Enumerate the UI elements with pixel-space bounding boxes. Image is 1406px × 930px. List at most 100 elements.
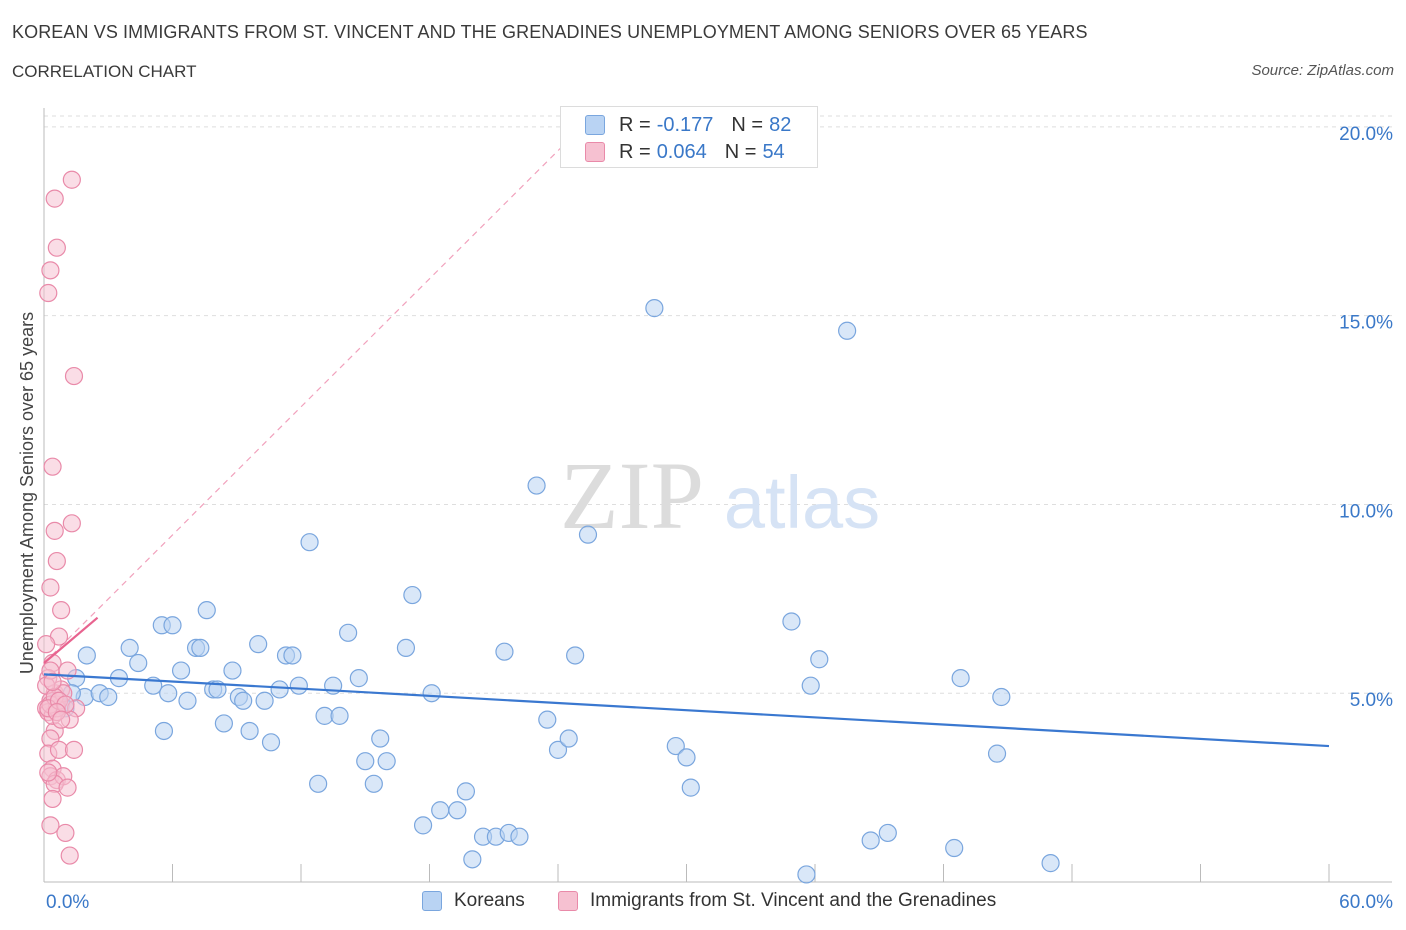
legend-row-koreans: R = -0.177 N = 82 [585,113,791,137]
korean-point [356,752,375,771]
korean-point [163,616,182,635]
korean-point [159,684,178,703]
x-tick-label-min: 0.0% [46,892,89,913]
y-tick-label: 20.0% [1339,124,1393,145]
y-tick-label: 15.0% [1339,313,1393,334]
korean-point [154,721,174,741]
axis-labels: 5.0% 10.0% 15.0% 20.0% 0.0% 60.0% [46,124,1393,913]
chart-title: KOREAN VS IMMIGRANTS FROM ST. VINCENT AN… [12,22,1088,42]
korean-point [861,831,880,850]
immigrant-point [47,238,66,257]
immigrants-legend-label: Immigrants from St. Vincent and the Gren… [590,890,997,911]
immigrant-point [45,189,64,208]
korean-point [797,865,816,884]
korean-point [527,476,546,495]
korean-point [171,661,191,680]
korean-point [120,638,139,658]
source-credit: Source: ZipAtlas.com [1251,62,1394,79]
korean-point [129,653,148,673]
n-value: 82 [769,113,792,136]
korean-point [987,744,1007,763]
immigrant-trend-line [43,616,99,664]
korean-point [240,721,259,741]
immigrant-point [43,789,62,809]
immigrant-point [39,283,58,303]
immigrant-point [64,366,84,386]
korean-point [578,525,598,544]
korean-point [548,740,568,759]
immigrant-point [58,778,77,797]
immigrant-point [39,763,58,782]
korean-point [431,801,450,820]
korean-point [300,533,319,552]
korean-point [364,774,383,793]
immigrant-point [52,601,71,620]
immigrant-point [56,823,75,843]
grid-lines [44,115,1392,694]
immigrant-point [43,457,62,476]
x-tick-label-max: 60.0% [1339,892,1393,913]
korean-point [992,687,1011,707]
immigrant-point [62,170,81,189]
immigrant-point [60,846,79,865]
r-label: R = [619,140,651,163]
korean-point [377,752,396,771]
korean-point [339,623,358,642]
korean-point [838,321,857,340]
immigrant-point [64,740,84,759]
immigrant-point [43,672,62,691]
y-tick-label: 5.0% [1350,690,1393,711]
immigrant-point [62,514,81,533]
korean-point [951,669,970,688]
immigrant-point [52,710,71,729]
korean-point [191,638,210,658]
korean-point [510,827,529,846]
korean-point [283,646,302,665]
korean-point [878,823,897,843]
immigrants-swatch [585,142,605,162]
korean-point [178,691,197,710]
koreans-legend-swatch [422,891,442,911]
y-axis-label: Unemployment Among Seniors over 65 years [17,312,37,674]
r-label: R = [619,113,651,136]
korean-trend-line [43,673,1330,748]
korean-point [495,642,514,661]
korean-point [261,733,281,752]
stats-legend: R = -0.177 N = 82 R = 0.064 N = 54 [560,106,818,168]
n-label: N = [731,113,764,136]
korean-point [396,638,416,658]
korean-point [681,778,700,797]
legend-item-immigrants: Immigrants from St. Vincent and the Gren… [558,890,996,912]
korean-point [99,687,118,707]
korean-point [782,612,801,631]
n-label: N = [724,140,757,163]
korean-point [223,661,242,680]
koreans-legend-label: Koreans [454,890,525,911]
korean-point [1041,854,1060,873]
trend-lines [43,107,1330,748]
korean-point [289,676,308,695]
legend-item-koreans: Koreans [422,890,525,912]
korean-point [214,714,233,733]
korean-point [645,299,664,318]
chart-subtitle: CORRELATION CHART [12,62,197,81]
watermark-atlas: atlas [724,461,880,544]
immigrant-trend-extended [43,107,602,664]
immigrants-legend-swatch [558,891,578,911]
korean-point [197,601,216,620]
immigrant-point [41,261,60,280]
immigrant-point [37,635,56,654]
korean-point [309,774,328,793]
immigrant-point [41,816,60,835]
korean-point [77,646,96,665]
korean-point [448,801,467,820]
data-points [37,170,1060,884]
koreans-swatch [585,115,605,135]
korean-point [463,850,482,869]
r-value: 0.064 [656,140,707,163]
korean-point [945,838,964,858]
korean-point [371,729,390,748]
korean-point [234,691,253,710]
korean-point [538,710,557,729]
korean-point [566,646,585,665]
